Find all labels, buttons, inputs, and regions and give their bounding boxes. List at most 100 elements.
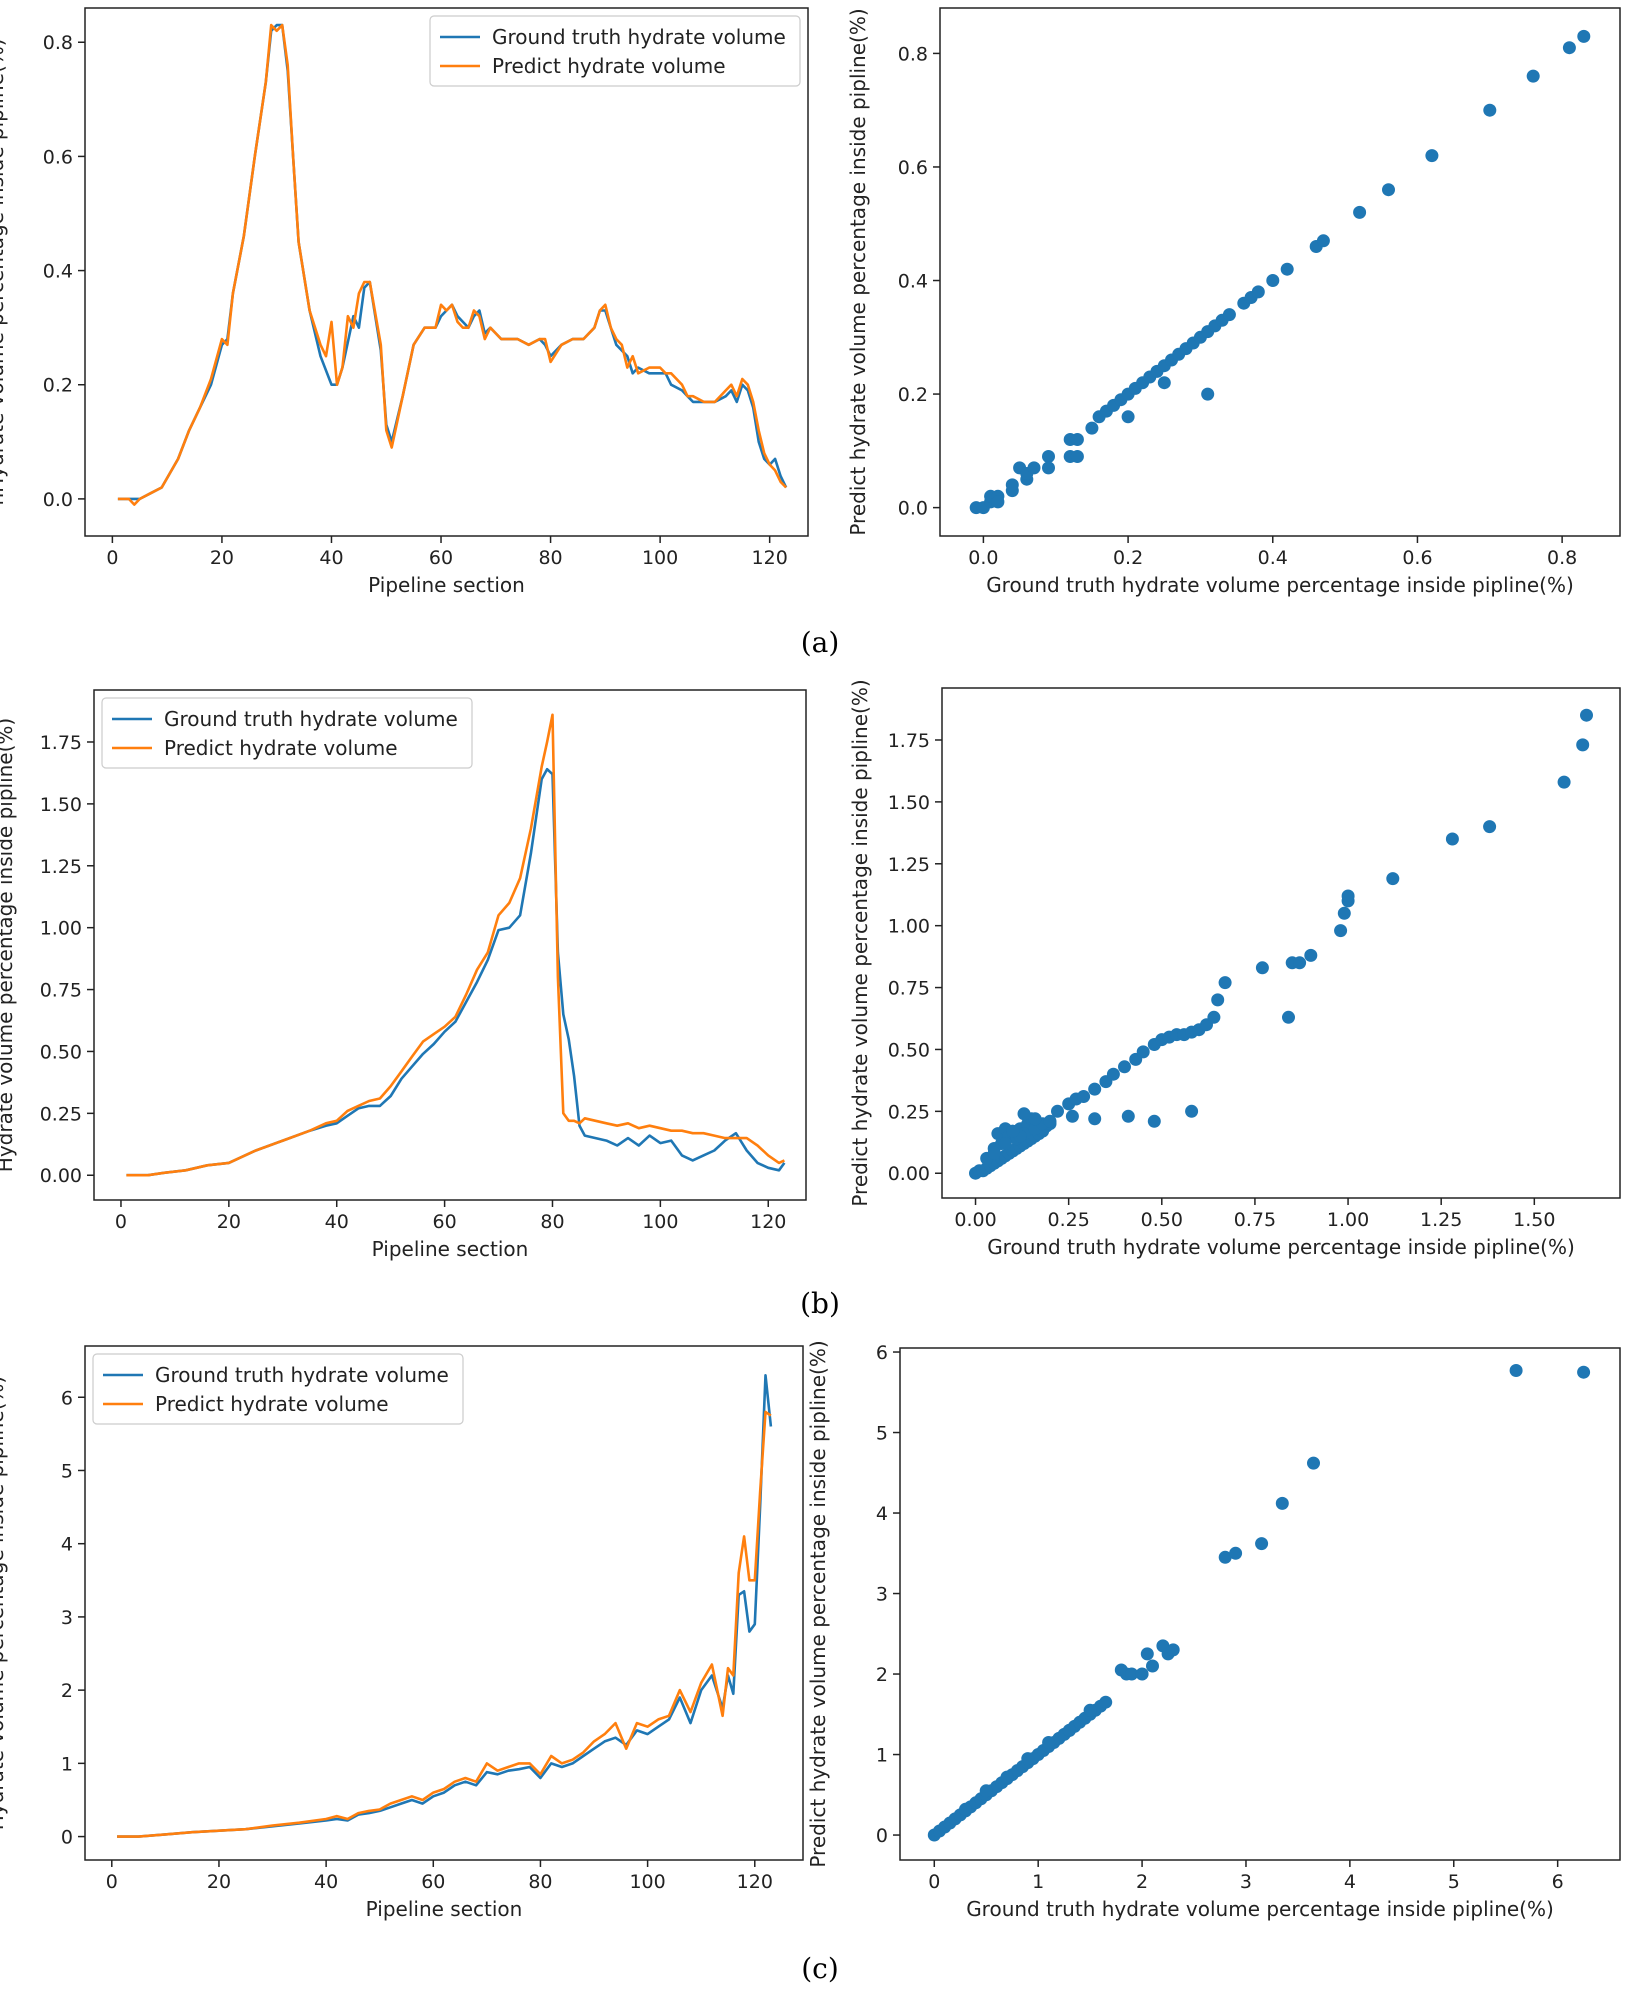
- y-tick-label: 1.50: [888, 792, 930, 814]
- x-tick-label: 0: [115, 1211, 127, 1233]
- y-tick-label: 0.25: [40, 1103, 82, 1125]
- caption-c: (c): [801, 1952, 839, 1985]
- scatter-point: [1337, 906, 1351, 920]
- scatter-point: [1307, 1456, 1320, 1470]
- y-axis-label: Predict hydrate volume percentage inside…: [806, 1340, 830, 1867]
- scatter-point: [1280, 262, 1294, 276]
- y-tick-label: 0.6: [898, 157, 928, 179]
- y-tick-label: 0.00: [888, 1163, 930, 1185]
- scatter-point: [1147, 1114, 1161, 1128]
- x-axis-label: Pipeline section: [368, 573, 525, 597]
- x-axis-label: Ground truth hydrate volume percentage i…: [986, 573, 1574, 597]
- scatter-point: [1140, 1647, 1154, 1661]
- series-line-predict: [117, 1410, 772, 1838]
- y-axis-label: Hydrate volume percentage inside pipline…: [0, 718, 17, 1172]
- y-tick-label: 1.50: [40, 794, 82, 816]
- legend-box: [101, 697, 473, 769]
- scatter-point: [1386, 872, 1400, 886]
- legend: Ground truth hydrate volume Predict hydra…: [101, 697, 473, 769]
- scatter-point: [1185, 1104, 1199, 1118]
- x-tick-label: 120: [750, 1211, 786, 1233]
- scatter-point: [1125, 1667, 1139, 1681]
- y-tick-label: 0: [61, 1827, 73, 1849]
- x-tick-label: 0.75: [1234, 1209, 1276, 1231]
- x-tick-label: 6: [1552, 1871, 1564, 1893]
- x-tick-label: 20: [210, 547, 234, 569]
- x-tick-label: 5: [1448, 1871, 1460, 1893]
- scatter-point: [1070, 450, 1084, 463]
- scatter-point: [1445, 832, 1459, 846]
- y-tick-label: 0.0: [43, 489, 73, 511]
- scatter-point: [1021, 1752, 1035, 1766]
- scatter-point: [1201, 387, 1215, 401]
- series-line-predict: [117, 23, 788, 506]
- x-tick-label: 100: [642, 547, 678, 569]
- scatter-point: [1382, 183, 1395, 197]
- legend-box: [429, 15, 801, 87]
- axes-frame: [93, 689, 807, 1201]
- scatter-point: [1425, 149, 1439, 163]
- y-tick-label: 0.75: [40, 980, 82, 1002]
- chart-a-scatter: 0.0 0.2 0.4 0.6 0.8 0.0 0.2 0.4 0.6 0.8 Ground tru…: [846, 7, 1621, 597]
- scatter-point: [1042, 461, 1055, 475]
- scatter-point: [1557, 775, 1571, 789]
- scatter-point: [1166, 1643, 1180, 1657]
- scatter-point: [998, 1137, 1012, 1150]
- y-axis-label: Hydrate volume percentage inside pipline…: [0, 1376, 8, 1830]
- x-tick-label: 0: [928, 1871, 940, 1893]
- scatter-point: [1042, 450, 1055, 463]
- y-tick-label: 4: [876, 1503, 888, 1525]
- scatter-point: [1275, 1496, 1289, 1510]
- scatter-point: [1218, 1550, 1232, 1564]
- x-axis-label: Pipeline section: [366, 1897, 523, 1921]
- plot-area: [117, 23, 788, 506]
- scatter-point: [1028, 1112, 1042, 1126]
- y-tick-label: 0.50: [888, 1039, 930, 1061]
- scatter-point: [1293, 956, 1307, 970]
- chart-b-scatter: 0.00 0.25 0.50 0.75 1.00 1.25 1.50 0.00 0.25 0.50…: [848, 679, 1621, 1259]
- series-line-ground-truth: [117, 1374, 773, 1838]
- x-tick-label: 40: [319, 547, 343, 569]
- x-tick-label: 2: [1136, 1871, 1148, 1893]
- scatter-point: [987, 1146, 1001, 1160]
- x-tick-label: 0.00: [954, 1209, 996, 1231]
- y-tick-label: 0.4: [898, 271, 928, 293]
- x-tick-label: 0.0: [968, 547, 998, 569]
- x-tick-label: 40: [314, 1871, 338, 1893]
- x-tick-label: 20: [207, 1871, 231, 1893]
- legend-label: Predict hydrate volume: [164, 736, 398, 760]
- y-tick-label: 1.00: [40, 918, 82, 940]
- x-tick-label: 0: [106, 1871, 118, 1893]
- scatter-point: [1580, 708, 1593, 722]
- scatter-point: [1577, 29, 1591, 43]
- caption-a: (a): [801, 626, 840, 659]
- x-tick-label: 80: [528, 1871, 552, 1893]
- y-tick-label: 4: [61, 1534, 73, 1556]
- y-tick-label: 0.50: [40, 1041, 82, 1063]
- scatter-point: [959, 1802, 972, 1816]
- scatter-point: [1121, 1109, 1135, 1123]
- y-tick-label: 0.0: [898, 498, 928, 520]
- chart-b-line: 0 20 40 60 80 100 120 0.00 0.25 0.50 0.75 1.00 1.25 1…: [0, 689, 807, 1261]
- scatter-point: [1088, 1112, 1102, 1126]
- y-axis-label: hHydrate volume percentage inside piplin…: [0, 38, 8, 505]
- scatter-point: [1005, 478, 1019, 492]
- x-tick-label: 1: [1032, 1871, 1044, 1893]
- y-tick-label: 0.00: [40, 1165, 82, 1187]
- y-tick-label: 3: [61, 1607, 73, 1629]
- plot-area: [969, 708, 1593, 1180]
- legend-label: Predict hydrate volume: [155, 1392, 389, 1416]
- scatter-point: [1341, 889, 1355, 903]
- scatter-point: [1266, 274, 1280, 287]
- x-tick-label: 120: [752, 547, 788, 569]
- x-tick-label: 0: [106, 547, 118, 569]
- scatter-point: [1483, 820, 1497, 834]
- x-axis-label: Ground truth hydrate volume percentage i…: [987, 1235, 1575, 1259]
- y-tick-label: 2: [876, 1664, 888, 1686]
- scatter-point: [1211, 993, 1225, 1007]
- chart-c-scatter: 0 1 2 3 4 5 6 0 1 2 3 4 5 6 Ground truth hydrate volum…: [806, 1340, 1621, 1921]
- y-tick-label: 1.25: [40, 856, 82, 878]
- scatter-point: [1251, 285, 1265, 299]
- y-tick-label: 1: [876, 1745, 888, 1767]
